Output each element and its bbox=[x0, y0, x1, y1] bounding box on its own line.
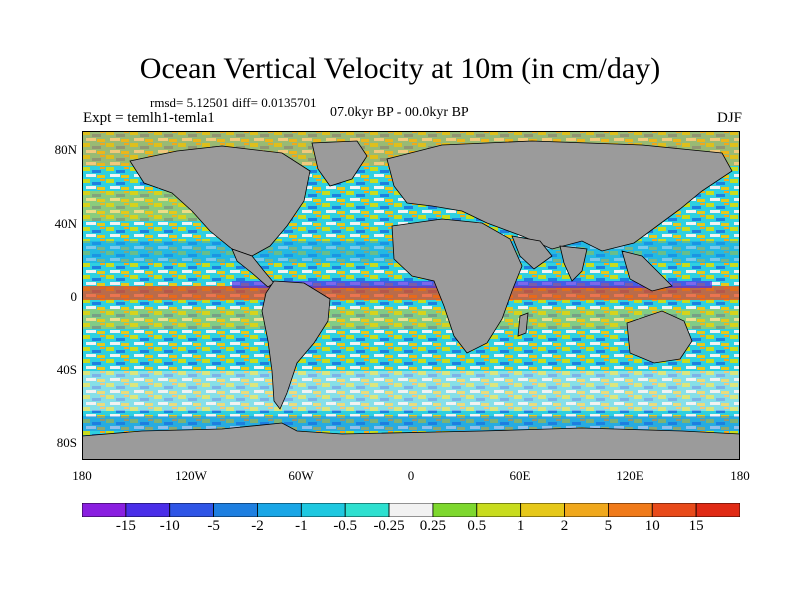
period-label: 07.0kyr BP - 00.0kyr BP bbox=[330, 105, 469, 120]
lon-label-180w: 180 bbox=[72, 468, 92, 483]
colorbar-tick-label: -5 bbox=[207, 518, 220, 534]
arabia-land bbox=[511, 235, 553, 270]
madagascar-land bbox=[517, 312, 529, 337]
colorbar-swatch bbox=[432, 503, 478, 517]
equator-upwelling-band bbox=[82, 286, 740, 300]
ocean-velocity-map bbox=[82, 131, 740, 460]
south-america-land bbox=[261, 280, 331, 410]
colorbar-tick-label: 0.25 bbox=[419, 518, 447, 534]
colorbar-swatch bbox=[476, 503, 522, 517]
colorbar-tick-label: -10 bbox=[159, 518, 180, 534]
lon-label-120e: 120E bbox=[616, 468, 644, 483]
southeast-asia-land bbox=[621, 250, 673, 292]
map-frame bbox=[82, 131, 740, 460]
australia-land bbox=[626, 310, 693, 364]
colorbar bbox=[82, 503, 740, 517]
colorbar-swatch bbox=[169, 503, 214, 517]
colorbar-swatch bbox=[125, 503, 171, 517]
colorbar-swatch bbox=[564, 503, 609, 517]
lon-label-0: 0 bbox=[407, 468, 415, 483]
colorbar-tick-label: -0.25 bbox=[373, 518, 405, 534]
lon-label-180e: 180 bbox=[730, 468, 750, 483]
season-label: DJF bbox=[716, 110, 742, 126]
southern-ocean-band bbox=[82, 371, 740, 411]
colorbar-swatch bbox=[257, 503, 302, 517]
colorbar-swatch bbox=[388, 503, 434, 517]
colorbar-swatch bbox=[344, 503, 390, 517]
colorbar-tick-label: 1 bbox=[516, 518, 525, 534]
colorbar-swatch bbox=[651, 503, 697, 517]
colorbar-swatch bbox=[300, 503, 346, 517]
africa-land bbox=[391, 218, 523, 354]
colorbar-tick-label: -1 bbox=[295, 518, 308, 534]
colorbar-tick-label: -0.5 bbox=[333, 518, 358, 534]
stats-text: rmsd= 5.12501 diff= 0.0135701 bbox=[150, 95, 317, 110]
colorbar-tick-label: -2 bbox=[251, 518, 264, 534]
north-america-land bbox=[129, 145, 311, 257]
greenland-land bbox=[311, 140, 368, 187]
colorbar-tick-label: 15 bbox=[688, 518, 704, 534]
lat-label-equator: 0 bbox=[70, 289, 78, 304]
lon-label-60w: 60W bbox=[288, 468, 314, 483]
colorbar-tick-label: 2 bbox=[560, 518, 569, 534]
lon-label-60e: 60E bbox=[509, 468, 531, 483]
lat-label-80n: 80N bbox=[54, 142, 77, 157]
antarctica-land bbox=[82, 422, 740, 460]
colorbar-tick-label: 0.5 bbox=[467, 518, 487, 534]
colorbar-swatch bbox=[608, 503, 653, 517]
colorbar-swatch bbox=[213, 503, 258, 517]
colorbar-tick-label: 10 bbox=[644, 518, 660, 534]
lon-label-120w: 120W bbox=[175, 468, 207, 483]
colorbar-tick-label: 5 bbox=[604, 518, 613, 534]
lat-label-80s: 80S bbox=[56, 435, 77, 450]
lat-label-40s: 40S bbox=[56, 362, 77, 377]
eurasia-land bbox=[386, 140, 733, 252]
colorbar-swatch bbox=[82, 503, 127, 517]
map-title: Ocean Vertical Velocity at 10m (in cm/da… bbox=[139, 52, 661, 85]
colorbar-swatch bbox=[520, 503, 565, 517]
south-tropical-band bbox=[82, 309, 740, 329]
experiment-label: Expt = temlh1-temla1 bbox=[83, 110, 215, 126]
colorbar-tick-label: -15 bbox=[115, 518, 136, 534]
colorbar-swatch bbox=[695, 503, 740, 517]
antarctic-coast-band bbox=[82, 416, 740, 431]
lat-label-40n: 40N bbox=[54, 216, 77, 231]
india-land bbox=[559, 245, 588, 282]
